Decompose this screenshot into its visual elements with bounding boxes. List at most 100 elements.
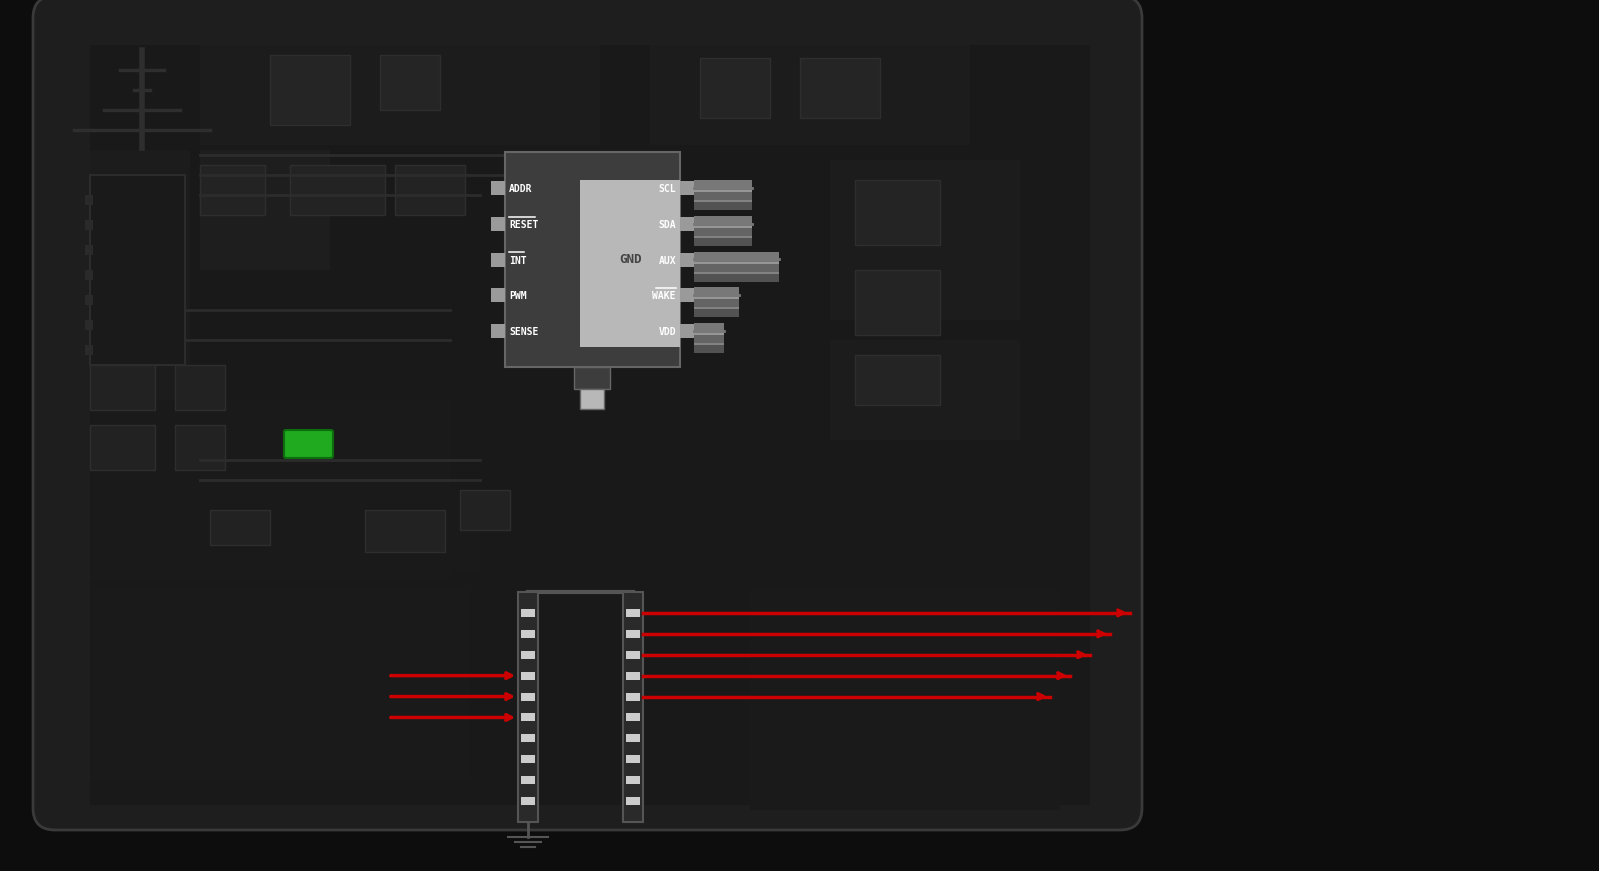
Bar <box>90 400 449 580</box>
Bar <box>521 692 536 700</box>
Bar <box>85 270 93 280</box>
Bar <box>855 355 940 405</box>
Bar <box>90 150 190 400</box>
Bar <box>461 490 510 530</box>
Bar <box>381 55 440 110</box>
Bar <box>694 199 752 210</box>
Text: INT: INT <box>508 255 526 266</box>
Text: SCL: SCL <box>659 184 676 194</box>
Bar <box>90 425 155 470</box>
Bar <box>694 272 779 281</box>
Bar <box>521 797 536 805</box>
Bar <box>85 320 93 330</box>
Bar <box>625 797 640 805</box>
Bar <box>90 590 470 780</box>
Bar <box>855 270 940 335</box>
Bar <box>800 58 879 118</box>
Bar <box>625 713 640 721</box>
Bar <box>680 217 694 231</box>
Bar <box>680 181 694 195</box>
Bar <box>491 288 505 302</box>
Bar <box>395 165 465 215</box>
Bar <box>491 324 505 338</box>
Bar <box>680 324 694 338</box>
Bar <box>574 367 609 389</box>
Bar <box>521 713 536 721</box>
Bar <box>694 323 724 335</box>
Bar <box>85 195 93 205</box>
Bar <box>694 190 752 202</box>
Bar <box>289 165 385 215</box>
Bar <box>521 755 536 763</box>
Bar <box>518 592 537 822</box>
Bar <box>694 226 752 238</box>
Bar <box>174 365 225 410</box>
Text: GND: GND <box>619 253 641 266</box>
Text: PWM: PWM <box>508 291 526 301</box>
Bar <box>830 160 1020 320</box>
Bar <box>855 180 940 245</box>
Bar <box>491 217 505 231</box>
Bar <box>521 651 536 658</box>
Bar <box>209 510 270 545</box>
Text: VDD: VDD <box>659 327 676 337</box>
Bar <box>694 261 779 273</box>
Bar <box>625 651 640 658</box>
Bar <box>491 253 505 267</box>
Bar <box>90 45 1091 805</box>
Text: ADDR: ADDR <box>508 184 532 194</box>
Bar <box>90 365 155 410</box>
Bar <box>200 490 480 570</box>
Text: WAKE: WAKE <box>652 291 676 301</box>
Bar <box>651 45 971 145</box>
Bar <box>694 343 724 353</box>
Bar <box>694 334 724 345</box>
FancyBboxPatch shape <box>54 18 285 808</box>
Bar <box>624 592 643 822</box>
FancyBboxPatch shape <box>285 430 333 458</box>
Bar <box>694 252 779 264</box>
Bar <box>580 180 680 347</box>
Bar <box>85 295 93 305</box>
Bar <box>830 340 1020 440</box>
Bar <box>521 776 536 784</box>
Bar <box>694 307 739 317</box>
Bar <box>750 590 1060 810</box>
Bar <box>625 609 640 617</box>
Bar <box>90 175 185 365</box>
Bar <box>580 389 604 409</box>
Text: AUX: AUX <box>659 255 676 266</box>
Bar <box>625 630 640 638</box>
Bar <box>85 220 93 230</box>
Bar <box>174 425 225 470</box>
Bar <box>625 692 640 700</box>
Bar <box>270 55 350 125</box>
Bar <box>505 152 680 367</box>
Bar <box>491 181 505 195</box>
Bar <box>521 609 536 617</box>
Bar <box>680 288 694 302</box>
Bar <box>625 734 640 742</box>
Bar <box>200 150 329 270</box>
Bar <box>625 776 640 784</box>
Bar <box>694 287 739 300</box>
Bar <box>85 245 93 255</box>
Bar <box>694 216 752 227</box>
Text: RESET: RESET <box>508 219 539 230</box>
Bar <box>85 345 93 355</box>
Bar <box>625 755 640 763</box>
Text: SENSE: SENSE <box>508 327 539 337</box>
Bar <box>694 179 752 192</box>
Bar <box>521 672 536 679</box>
Bar <box>694 236 752 246</box>
Bar <box>365 510 445 552</box>
Bar <box>700 58 771 118</box>
Bar <box>625 672 640 679</box>
Bar <box>521 734 536 742</box>
Text: SDA: SDA <box>659 219 676 230</box>
Bar <box>694 297 739 309</box>
Bar <box>200 45 600 145</box>
Bar <box>521 630 536 638</box>
Bar <box>680 253 694 267</box>
FancyBboxPatch shape <box>34 0 1142 830</box>
